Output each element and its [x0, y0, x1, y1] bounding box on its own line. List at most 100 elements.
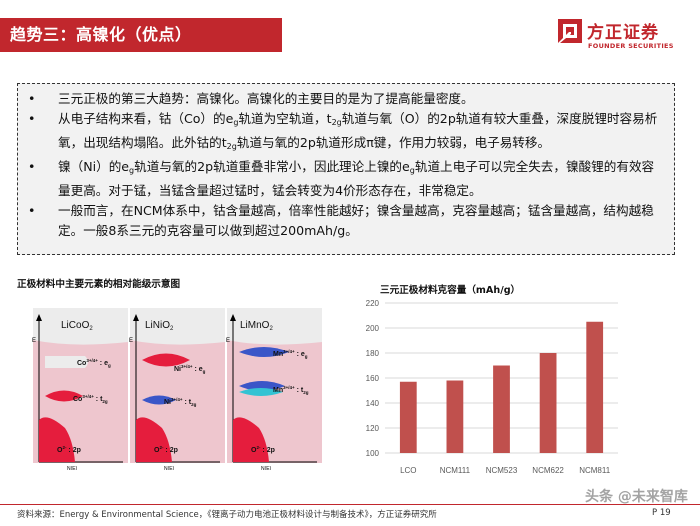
subscript: g	[409, 166, 415, 175]
subscript: 2g	[226, 142, 237, 151]
level-label: Mn3+/4+ : t2g	[273, 385, 309, 395]
bullet-item-4: • 一般而言，在NCM体系中，钴含量越高，倍率性能越好；镍含量越高，克容量越高；…	[28, 201, 662, 241]
ion-charge: 2-	[256, 445, 261, 450]
orbital-name: : e	[295, 351, 305, 358]
compound-name: LiNiO	[145, 320, 170, 331]
compound-subscript: 2	[269, 326, 273, 332]
bullet-item-2: • 从电子结构来看，钴（Co）的eg轨道为空轨道，t2g轨道与氧（O）的2p轨道…	[28, 109, 662, 157]
compound-name: LiMnO	[240, 320, 270, 331]
eg-band	[239, 347, 289, 357]
bar-lco	[399, 381, 417, 453]
chart-title: 三元正极材料克容量（mAh/g）	[380, 285, 521, 296]
bullet-text: 轨道为空轨道，t	[238, 111, 332, 126]
bullet-text: 轨道上电子可以完全失去，镍酸锂的有效容量更高。对于锰，当锰含量超过锰时，锰会转变…	[58, 159, 655, 198]
level-label: O2- : 2p	[251, 445, 275, 454]
x-axis-label: N(E)	[67, 466, 78, 470]
orbital-subscript: g	[305, 354, 308, 359]
y-tick-label: 120	[366, 424, 380, 433]
ion-charge: 3+/4+	[82, 394, 94, 399]
panel-name: LiNiO2	[145, 320, 174, 332]
capacity-bar-chart: 100 120 140 160 180 200 220 LCO NCM111 NCM523 NCM…	[366, 299, 618, 475]
bullet-text: 三元正极的第三大趋势：高镍化。高镍化的主要目的是为了提高能量密度。	[58, 91, 474, 106]
chart-bars	[399, 321, 604, 453]
orbital-subscript: g	[203, 369, 206, 374]
arrow-up-icon	[230, 314, 236, 321]
orbital-name: : 2p	[66, 447, 80, 454]
y-tick-label: 200	[366, 324, 380, 333]
orbital-name: : t	[183, 399, 192, 406]
eg-band	[142, 353, 190, 367]
ion-name: Mn	[273, 387, 283, 394]
orbital-subscript: 2g	[191, 402, 197, 407]
x-tick-label: NCM811	[579, 466, 611, 475]
bar-ncm523	[493, 365, 510, 453]
ion-name: Mn	[273, 351, 283, 358]
ion-name: Ni	[174, 366, 181, 373]
compound-subscript: 2	[89, 326, 93, 332]
ion-charge: 2-	[159, 445, 164, 450]
compound-subscript: 2	[170, 326, 174, 332]
x-tick-label: NCM111	[440, 466, 471, 475]
y-tick-label: 160	[366, 374, 380, 383]
arrow-up-icon	[133, 314, 139, 321]
ion-name: O	[154, 447, 160, 454]
ion-charge: 3+/4+	[283, 385, 295, 390]
x-tick-label: NCM622	[532, 466, 564, 475]
footer-divider	[0, 504, 700, 505]
y-tick-label: 100	[366, 449, 380, 458]
ion-charge: 3+/4+	[181, 364, 193, 369]
founder-logo: 方正证券 FOUNDER SECURITIES	[557, 10, 697, 60]
o-2p-band	[39, 417, 75, 462]
ion-name: Co	[73, 396, 82, 403]
ion-charge: 3+/4+	[283, 349, 295, 354]
bullet-item-3: • 镍（Ni）的eg轨道与氧的2p轨道重叠非常小，因此理论上镍的eg轨道上电子可…	[28, 157, 662, 201]
eg-band	[45, 356, 88, 368]
y-axis-label: E	[226, 338, 230, 344]
y-axis-label: E	[32, 338, 36, 344]
chart-x-ticks: LCO NCM111 NCM523 NCM622 NCM811	[400, 466, 611, 475]
bullet-list: • 三元正极的第三大趋势：高镍化。高镍化的主要目的是为了提高能量密度。 • 从电…	[28, 89, 662, 241]
orbital-subscript: 2g	[303, 390, 309, 395]
bullet-text: 一般而言，在NCM体系中，钴含量越高，倍率性能越好；镍含量越高，克容量越高；锰含…	[58, 203, 654, 238]
subscript: 2g	[331, 118, 342, 127]
slide-title: 趋势三：高镍化（优点）	[0, 18, 282, 52]
chart-y-ticks: 100 120 140 160 180 200 220	[366, 299, 380, 458]
ion-name: O	[251, 447, 257, 454]
level-label: Co3+/4+ : eg	[77, 358, 111, 368]
t2g-band	[45, 390, 83, 402]
bullet-dot: •	[28, 203, 36, 218]
y-axis-label: E	[129, 338, 133, 344]
logo-text-en: FOUNDER SECURITIES	[588, 42, 674, 50]
bar-ncm811	[586, 321, 604, 453]
y-tick-label: 220	[366, 299, 380, 308]
t2g-band	[239, 381, 285, 391]
bullet-dot: •	[28, 111, 36, 126]
bullet-text: 轨道与氧的2p轨道形成π键，作用力较弱，电子易转移。	[236, 135, 551, 150]
x-axis-label: N(E)	[164, 466, 175, 470]
orbital-name: : t	[295, 387, 304, 394]
ion-name: O	[57, 447, 63, 454]
level-label: Ni3+/4+ : eg	[174, 364, 206, 374]
bullet-text: 轨道与氧的2p轨道重叠非常小，因此理论上镍的e	[134, 159, 410, 174]
orbital-name: : 2p	[260, 447, 274, 454]
orbital-name: : t	[94, 396, 103, 403]
logo-text-cn: 方正证券	[587, 23, 659, 43]
level-label: Ni3+/4+ : t2g	[164, 397, 197, 407]
x-axis-label: N(E)	[261, 466, 272, 470]
subscript: g	[233, 118, 239, 127]
orbital-name: : 2p	[163, 447, 177, 454]
footer-source: 资料来源：Energy & Environmental Science，《锂离子…	[17, 510, 437, 520]
y-tick-label: 140	[366, 399, 380, 408]
orbital-name: : e	[98, 360, 108, 367]
x-tick-label: NCM523	[486, 466, 518, 475]
subscript: g	[129, 166, 135, 175]
bullet-item-1: • 三元正极的第三大趋势：高镍化。高镍化的主要目的是为了提高能量密度。	[28, 89, 662, 109]
ion-name: Ni	[164, 399, 171, 406]
bullet-box: • 三元正极的第三大趋势：高镍化。高镍化的主要目的是为了提高能量密度。 • 从电…	[17, 83, 675, 255]
bullet-dot: •	[28, 159, 36, 174]
ion-name: Co	[77, 360, 86, 367]
ion-charge: 2-	[62, 445, 67, 450]
